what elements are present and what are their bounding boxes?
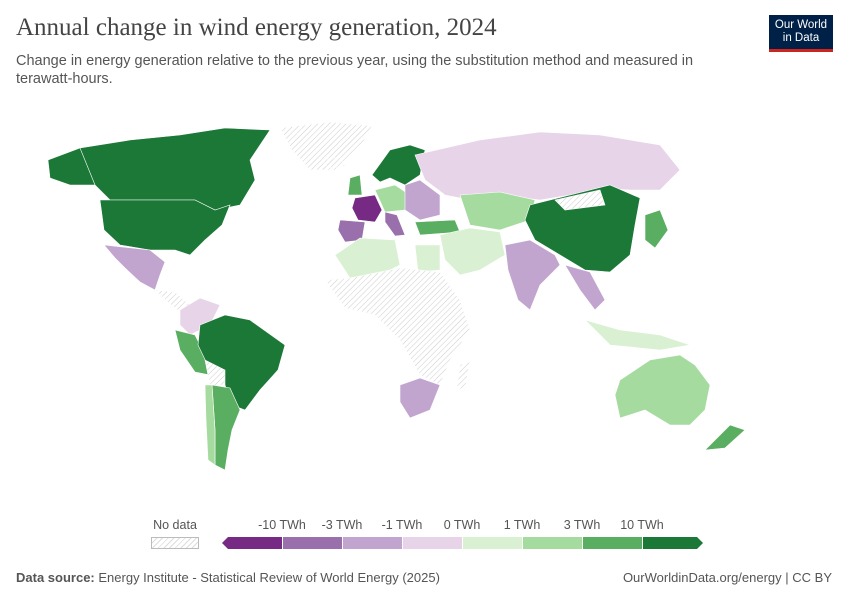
legend-bin-label: 0 TWh <box>443 518 481 532</box>
region-india[interactable] <box>504 239 561 311</box>
region-iceland[interactable] <box>321 156 346 169</box>
owid-logo[interactable]: Our World in Data <box>769 15 833 52</box>
region-russia[interactable] <box>414 131 681 201</box>
region-sub-saharan-africa[interactable] <box>324 267 471 386</box>
legend-bin[interactable] <box>282 537 343 549</box>
region-mexico[interactable] <box>103 244 166 291</box>
source-text: Energy Institute - Statistical Review of… <box>98 570 440 585</box>
legend-bin[interactable] <box>342 537 403 549</box>
region-united-states[interactable] <box>99 199 231 256</box>
legend-bin[interactable] <box>642 537 703 549</box>
source-link[interactable]: OurWorldinData.org/energy | CC BY <box>622 570 832 585</box>
legend-bin-label: 1 TWh <box>503 518 541 532</box>
region-australia[interactable] <box>614 354 711 426</box>
region-new-zealand[interactable] <box>704 424 746 451</box>
region-mongolia[interactable] <box>554 189 606 211</box>
legend-no-data-swatch[interactable] <box>151 537 199 549</box>
region-egypt[interactable] <box>414 244 441 273</box>
legend-bin[interactable] <box>462 537 523 549</box>
region-indonesia[interactable] <box>583 319 691 351</box>
region-alaska[interactable] <box>47 147 96 186</box>
legend: No data -10 TWh -3 TWh -1 TWh 0 TWh 1 TWh 3 T… <box>0 510 850 555</box>
legend-bin[interactable] <box>522 537 583 549</box>
region-chile[interactable] <box>204 384 216 466</box>
region-france[interactable] <box>351 194 383 223</box>
region-italy[interactable] <box>384 211 406 237</box>
region-south-africa[interactable] <box>399 377 441 419</box>
region-madagascar[interactable] <box>456 359 471 391</box>
region-southeast-asia[interactable] <box>564 264 606 311</box>
legend-bin[interactable] <box>222 537 282 549</box>
region-iran-middle-east[interactable] <box>439 227 506 276</box>
region-uk[interactable] <box>347 174 363 196</box>
legend-bin-label: 3 TWh <box>563 518 601 532</box>
world-map[interactable] <box>0 115 850 505</box>
legend-bin[interactable] <box>402 537 463 549</box>
region-japan-korea[interactable] <box>644 209 669 249</box>
chart-subtitle: Change in energy generation relative to … <box>16 53 694 87</box>
legend-bin-label: -10 TWh <box>258 518 306 532</box>
region-bolivia[interactable] <box>204 359 226 386</box>
region-spain-portugal[interactable] <box>337 219 366 243</box>
legend-bin-label: 10 TWh <box>620 518 664 532</box>
legend-bin-label: -1 TWh <box>381 518 423 532</box>
countries <box>47 121 746 471</box>
region-kazakhstan-central-asia[interactable] <box>459 191 536 231</box>
legend-bin-label: -3 TWh <box>321 518 363 532</box>
chart-title: Annual change in wind energy generation,… <box>16 14 497 41</box>
region-norway-sweden-finland[interactable] <box>371 144 426 186</box>
region-eastern-europe[interactable] <box>404 179 441 221</box>
region-canada[interactable] <box>47 127 271 211</box>
region-greenland[interactable] <box>279 121 373 171</box>
legend-bin[interactable] <box>582 537 643 549</box>
data-source: Data source: Energy Institute - Statisti… <box>16 570 440 585</box>
legend-no-data-label: No data <box>153 518 197 532</box>
region-china[interactable] <box>524 184 641 273</box>
source-label: Data source: <box>16 570 95 585</box>
